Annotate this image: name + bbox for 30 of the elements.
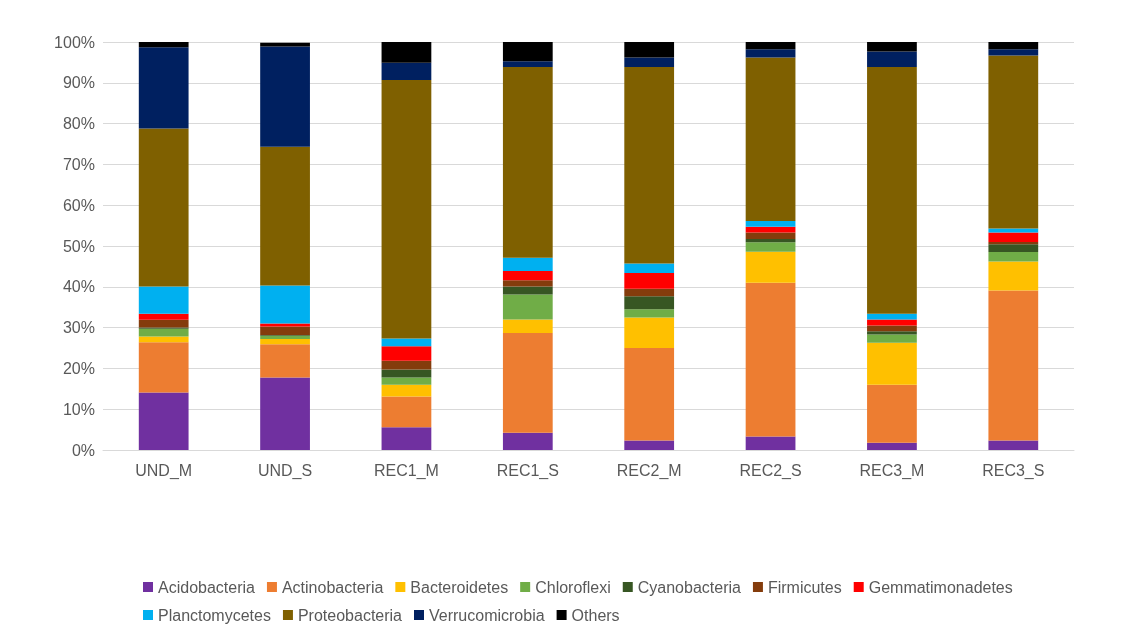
x-tick-label: REC2_M (616, 461, 682, 480)
legend-label: Others (571, 606, 620, 624)
x-tick-label: REC1_S (496, 461, 559, 480)
x-tick-label: UND_S (257, 461, 313, 480)
y-tick-label: 20% (62, 359, 95, 377)
legend-label: Bacteroidetes (410, 578, 509, 596)
x-tick-label: REC1_M (373, 461, 439, 480)
legend-label: Proteobacteria (297, 606, 403, 624)
x-tick-label: REC2_S (739, 461, 802, 480)
y-tick-label: 0% (71, 441, 95, 459)
legend-label: Actinobacteria (281, 578, 384, 596)
y-tick-label: 90% (62, 74, 95, 92)
legend-label: Chloroflexi (535, 578, 611, 596)
legend-label: Cyanobacteria (637, 578, 742, 596)
y-tick-label: 30% (62, 319, 95, 337)
legend-label: Verrucomicrobia (429, 606, 545, 624)
legend-label: Firmicutes (767, 578, 842, 596)
y-tick-label: 80% (62, 115, 95, 133)
x-tick-label: REC3_M (859, 461, 925, 480)
legend-label: Planctomycetes (158, 606, 271, 624)
y-tick-label: 50% (62, 237, 95, 255)
legend-label: Gemmatimonadetes (868, 578, 1013, 596)
legend-label: Acidobacteria (158, 578, 256, 596)
x-tick-label: UND_M (135, 461, 193, 480)
y-tick-label: 100% (54, 33, 95, 51)
y-tick-label: 10% (62, 400, 95, 418)
x-tick-label: REC3_S (982, 461, 1045, 480)
y-tick-label: 70% (62, 155, 95, 173)
y-tick-label: 60% (62, 196, 95, 214)
y-tick-label: 40% (62, 278, 95, 296)
